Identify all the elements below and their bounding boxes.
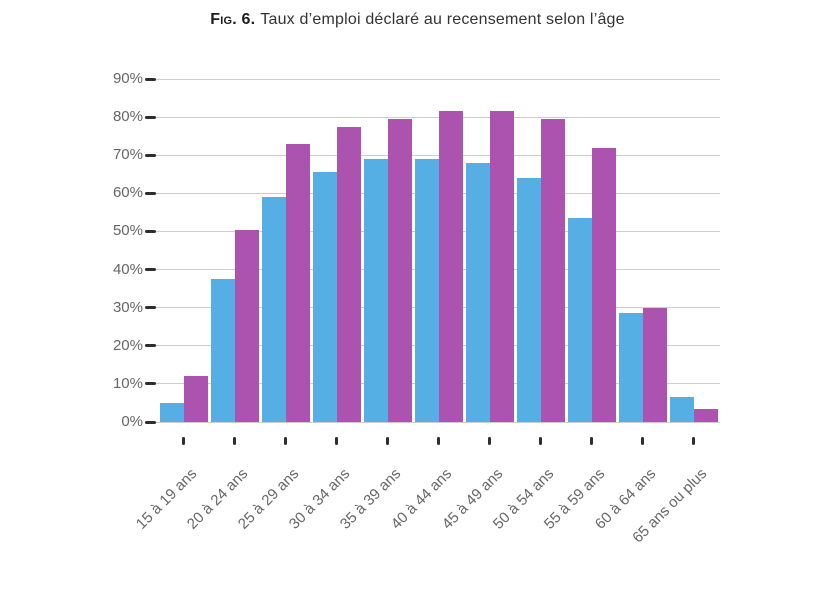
y-tick-label: 0% xyxy=(121,413,143,430)
bar-serie-bleue xyxy=(414,159,439,422)
x-tick-mark xyxy=(641,437,644,445)
bar-serie-violette xyxy=(234,229,259,422)
y-tick-label: 60% xyxy=(112,184,143,202)
bar-serie-bleue xyxy=(567,218,592,422)
x-tick-mark xyxy=(284,437,287,445)
y-tick-mark xyxy=(145,229,156,233)
y-tick-label: 30% xyxy=(112,298,143,316)
y-tick-label: 50% xyxy=(112,222,143,240)
bar-serie-violette xyxy=(591,147,616,422)
bar-serie-bleue xyxy=(465,162,490,422)
y-tick-mark xyxy=(145,344,156,348)
bar-serie-violette xyxy=(336,126,361,422)
y-tick-mark xyxy=(145,382,156,386)
x-tick-mark xyxy=(182,437,185,445)
gridline xyxy=(150,154,720,156)
bar-serie-violette xyxy=(285,143,310,422)
y-tick-mark xyxy=(145,115,156,119)
figure-title: Fig. 6. Taux d’emploi déclaré au recensem… xyxy=(0,11,835,29)
y-tick-label: 20% xyxy=(112,336,143,354)
y-tick-mark xyxy=(145,77,156,81)
bar-serie-violette xyxy=(642,307,667,422)
x-tick-mark xyxy=(233,437,236,445)
gridline xyxy=(150,78,720,80)
bar-serie-violette xyxy=(438,111,463,422)
bar-serie-bleue xyxy=(312,172,337,422)
y-tick-mark xyxy=(145,191,156,195)
x-tick-mark xyxy=(539,437,542,445)
y-tick-label: 90% xyxy=(112,70,143,87)
bar-serie-violette xyxy=(489,111,514,422)
bar-serie-violette xyxy=(693,408,718,422)
y-tick-mark xyxy=(145,306,156,310)
y-tick-label: 70% xyxy=(112,146,143,164)
bar-serie-violette xyxy=(387,119,412,422)
bar-serie-violette xyxy=(183,376,208,422)
bar-serie-bleue xyxy=(363,159,388,422)
x-tick-mark xyxy=(335,437,338,445)
y-tick-label: 80% xyxy=(112,108,143,126)
gridline xyxy=(150,421,720,423)
y-tick-mark xyxy=(145,153,156,157)
x-tick-mark xyxy=(437,437,440,445)
figure-title-text: Taux d’emploi déclaré au recensement sel… xyxy=(260,11,625,28)
x-tick-mark xyxy=(590,437,593,445)
x-tick-mark xyxy=(386,437,389,445)
gridline xyxy=(150,116,720,118)
y-tick-label: 40% xyxy=(112,260,143,278)
bar-serie-bleue xyxy=(261,197,286,422)
y-tick-mark xyxy=(145,420,156,424)
x-tick-mark xyxy=(488,437,491,445)
figure-number-label: Fig. 6. xyxy=(210,11,256,28)
y-tick-label: 10% xyxy=(112,374,143,392)
x-tick-mark xyxy=(692,437,695,445)
y-tick-mark xyxy=(145,268,156,272)
bar-serie-violette xyxy=(540,119,565,422)
bar-serie-bleue xyxy=(669,397,694,422)
bar-serie-bleue xyxy=(210,279,235,422)
bar-serie-bleue xyxy=(516,178,541,422)
bar-serie-bleue xyxy=(618,313,643,422)
bar-chart: 0% 10% 20% 30% 40% 50% 60% 70% 80% 90% 15 à 19 ans… xyxy=(112,70,720,546)
bar-serie-bleue xyxy=(159,402,184,422)
